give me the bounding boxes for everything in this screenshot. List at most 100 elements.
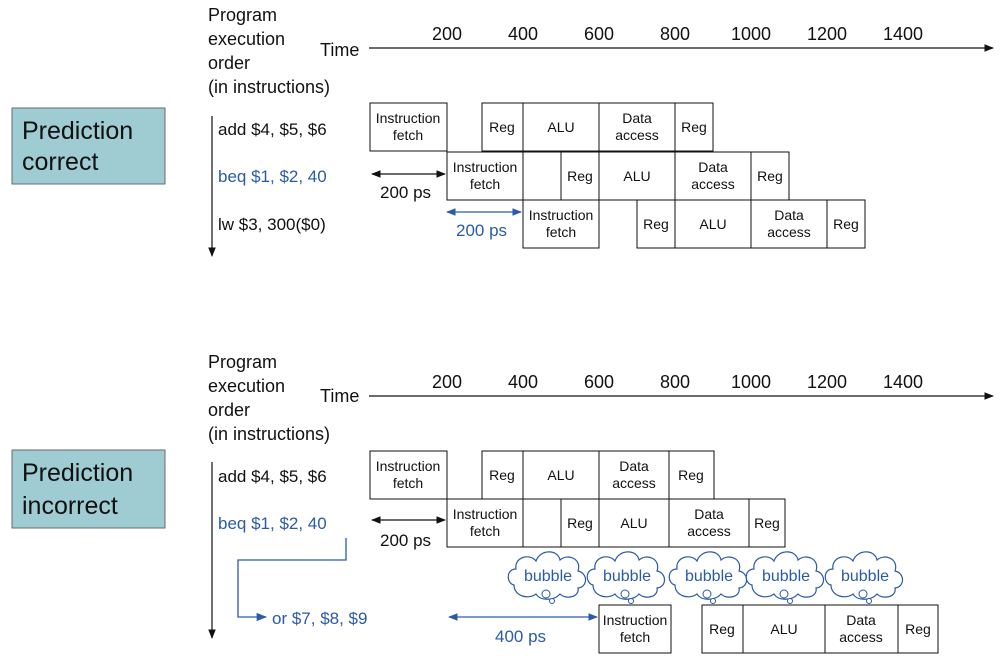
stage-reg (560, 498, 600, 548)
stage-label: fetch (620, 629, 650, 645)
branch-redirect-arrow (237, 538, 347, 622)
stage-label: ALU (547, 467, 574, 483)
stage-instruction-fetch (446, 151, 524, 201)
time-ticks: 200 400 600 800 1000 1200 1400 (432, 372, 923, 392)
stage-label: fetch (393, 475, 423, 491)
time-axis-label: Time (320, 386, 359, 406)
instruction-beq: beq $1, $2, 40 (218, 167, 327, 186)
order-label-line-3: order (208, 400, 250, 420)
pipeline-row-beq: Instruction fetch Reg ALU Data access Re… (446, 498, 786, 548)
stage-instruction-fetch (446, 498, 524, 548)
stage-label: Data (846, 612, 876, 628)
order-label: Program execution order (in instructions… (208, 352, 330, 444)
stage-label: access (839, 629, 883, 645)
stage-label: fetch (470, 523, 500, 539)
stage-label: Reg (567, 168, 593, 184)
tick-label: 1400 (883, 372, 923, 392)
stage-reg (826, 199, 866, 249)
tick-label: 400 (508, 24, 538, 44)
stage-reg (481, 102, 524, 152)
bubble: bubble (824, 551, 904, 604)
dimension-label: 400 ps (495, 627, 546, 646)
order-label-line-1: Program (208, 352, 277, 372)
stage-data-access (668, 498, 750, 548)
prediction-line-1: Prediction (22, 117, 133, 145)
stage-reg (750, 151, 790, 201)
stage-label: Data (622, 110, 652, 126)
bubble-label: bubble (685, 568, 733, 585)
stage-reg (701, 604, 744, 654)
stage-label: ALU (770, 621, 797, 637)
stage-label: Reg (905, 621, 931, 637)
tick-label: 400 (508, 372, 538, 392)
tick-label: 200 (432, 372, 462, 392)
stage-label: Data (694, 506, 724, 522)
order-label-line-1: Program (208, 5, 277, 25)
stage-label: Data (698, 159, 728, 175)
order-label: Program execution order (in instructions… (208, 5, 330, 97)
stage-label: access (767, 224, 811, 240)
stage-label: Instruction (529, 207, 594, 223)
stage-label: ALU (547, 119, 574, 135)
time-axis-label: Time (320, 40, 359, 60)
dimension-label: 200 ps (380, 183, 431, 202)
dimension-label: 200 ps (380, 531, 431, 550)
panel-prediction-correct: Program execution order (in instructions… (11, 5, 994, 257)
stage-instruction-fetch (369, 450, 448, 500)
stage-reg (897, 604, 939, 654)
stage-label: access (687, 523, 731, 539)
tick-label: 800 (660, 372, 690, 392)
bubble: bubble (668, 551, 748, 604)
pipeline-row-or: Instruction fetch Reg ALU Data access Re… (598, 604, 939, 654)
bubbles: bubble bubble bubble bubble (507, 551, 904, 604)
stage-instruction-fetch (598, 604, 672, 654)
stage-label: Instruction (453, 506, 518, 522)
tick-label: 600 (584, 372, 614, 392)
stage-label: access (615, 127, 659, 143)
stage-data-access (598, 450, 670, 500)
tick-label: 1000 (731, 24, 771, 44)
pipeline-row-lw: Instruction fetch Reg ALU Data access Re… (522, 199, 866, 249)
pipeline-row-add: Instruction fetch Reg ALU Data access Re… (369, 450, 715, 500)
prediction-box (11, 107, 166, 185)
stage-label: ALU (620, 515, 647, 531)
dimension-label: 200 ps (456, 221, 507, 240)
order-label-line-4: (in instructions) (208, 77, 330, 97)
stage-label: Instruction (376, 458, 441, 474)
stage-instruction-fetch (369, 102, 448, 152)
order-label-line-4: (in instructions) (208, 424, 330, 444)
stage-label: fetch (470, 176, 500, 192)
stage-label: ALU (699, 216, 726, 232)
stage-instruction-fetch (522, 199, 600, 249)
stage-label: Reg (833, 216, 859, 232)
stage-label: Reg (757, 168, 783, 184)
prediction-line-2: correct (22, 148, 98, 176)
stage-label: Instruction (376, 110, 441, 126)
bubble-label: bubble (524, 568, 572, 585)
pipeline-row-add: Instruction fetch Reg ALU Data access Re… (369, 102, 714, 152)
stage-empty (522, 151, 562, 201)
stage-data-access (824, 604, 899, 654)
instruction-lw: lw $3, 300($0) (218, 215, 326, 234)
instruction-add: add $4, $5, $6 (218, 467, 327, 486)
tick-label: 600 (584, 24, 614, 44)
bubble: bubble (507, 551, 587, 604)
stage-alu (742, 604, 826, 654)
stage-label: Reg (489, 119, 515, 135)
prediction-line-2: incorrect (22, 492, 118, 520)
instruction-or: or $7, $8, $9 (272, 609, 367, 628)
stage-reg (748, 498, 786, 548)
bubble: bubble (586, 551, 666, 604)
order-label-line-2: execution (208, 376, 285, 396)
stage-reg (668, 450, 715, 500)
stage-label: Reg (709, 621, 735, 637)
stage-label: Reg (489, 467, 515, 483)
stage-label: ALU (623, 168, 650, 184)
bubble: bubble (745, 551, 825, 604)
stage-label: Reg (754, 515, 780, 531)
stage-alu (522, 102, 600, 152)
stage-label: Instruction (603, 612, 668, 628)
pipeline-row-beq: Instruction fetch Reg ALU Data access Re… (446, 151, 790, 201)
stage-data-access (750, 199, 828, 249)
